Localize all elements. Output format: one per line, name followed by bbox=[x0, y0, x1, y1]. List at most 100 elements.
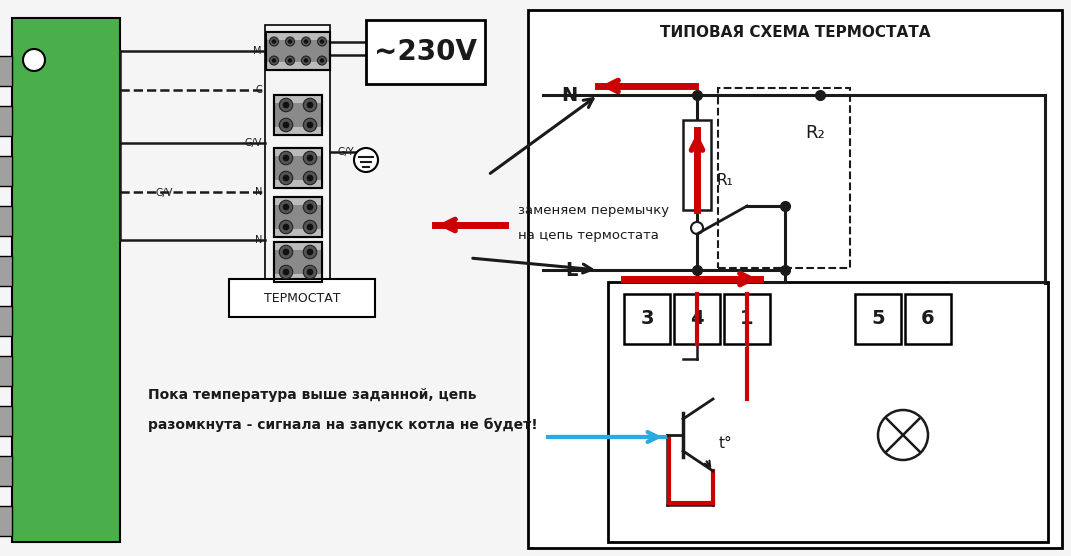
Circle shape bbox=[306, 175, 314, 181]
Text: N: N bbox=[255, 235, 262, 245]
Circle shape bbox=[288, 39, 292, 44]
Text: разомкнута - сигнала на запуск котла не будет!: разомкнута - сигнала на запуск котла не … bbox=[148, 418, 538, 432]
FancyBboxPatch shape bbox=[366, 20, 485, 84]
Circle shape bbox=[320, 39, 325, 44]
Circle shape bbox=[355, 148, 378, 172]
Circle shape bbox=[283, 269, 289, 275]
Bar bbox=[274, 274, 322, 282]
Bar bbox=[274, 242, 322, 282]
Text: N: N bbox=[562, 86, 578, 105]
Text: ТИПОВАЯ СХЕМА ТЕРМОСТАТА: ТИПОВАЯ СХЕМА ТЕРМОСТАТА bbox=[660, 24, 931, 39]
Polygon shape bbox=[12, 18, 120, 542]
FancyBboxPatch shape bbox=[229, 279, 375, 317]
Polygon shape bbox=[0, 406, 12, 436]
Bar bbox=[274, 95, 322, 103]
Circle shape bbox=[304, 58, 308, 63]
Text: G/Y: G/Y bbox=[338, 147, 355, 157]
Circle shape bbox=[303, 265, 317, 279]
Circle shape bbox=[306, 102, 314, 108]
Bar bbox=[266, 62, 330, 70]
Bar bbox=[274, 197, 322, 237]
Text: ТЕРМОСТАТ: ТЕРМОСТАТ bbox=[263, 291, 341, 305]
Text: M: M bbox=[254, 46, 262, 56]
Bar bbox=[266, 32, 330, 70]
Circle shape bbox=[283, 175, 289, 181]
Polygon shape bbox=[0, 506, 12, 536]
Polygon shape bbox=[0, 356, 12, 386]
Circle shape bbox=[306, 203, 314, 210]
Bar bbox=[274, 242, 322, 250]
Polygon shape bbox=[0, 256, 12, 286]
Text: на цепь термостата: на цепь термостата bbox=[518, 229, 659, 241]
Bar bbox=[718, 88, 850, 268]
Circle shape bbox=[283, 249, 289, 255]
Circle shape bbox=[283, 122, 289, 128]
Circle shape bbox=[303, 171, 317, 185]
Circle shape bbox=[302, 37, 311, 46]
Circle shape bbox=[878, 410, 927, 460]
Bar bbox=[528, 10, 1062, 548]
Circle shape bbox=[283, 203, 289, 210]
Polygon shape bbox=[0, 206, 12, 236]
Circle shape bbox=[317, 37, 327, 46]
Circle shape bbox=[303, 118, 317, 132]
Bar bbox=[905, 294, 951, 344]
Circle shape bbox=[288, 58, 292, 63]
Text: 6: 6 bbox=[921, 310, 935, 329]
Circle shape bbox=[306, 249, 314, 255]
Bar bbox=[266, 32, 330, 39]
Circle shape bbox=[317, 56, 327, 65]
Circle shape bbox=[270, 37, 278, 46]
Text: R₁: R₁ bbox=[716, 172, 734, 187]
Circle shape bbox=[303, 200, 317, 214]
Text: L: L bbox=[565, 261, 578, 280]
Bar bbox=[855, 294, 901, 344]
Circle shape bbox=[283, 224, 289, 230]
Polygon shape bbox=[0, 156, 12, 186]
Circle shape bbox=[280, 265, 292, 279]
Bar bbox=[274, 197, 322, 205]
Circle shape bbox=[280, 151, 292, 165]
Bar bbox=[683, 120, 711, 210]
Bar bbox=[274, 148, 322, 188]
Circle shape bbox=[303, 98, 317, 112]
Circle shape bbox=[302, 56, 311, 65]
Circle shape bbox=[303, 220, 317, 234]
Text: t°: t° bbox=[719, 435, 733, 450]
Bar bbox=[274, 242, 322, 282]
Circle shape bbox=[306, 269, 314, 275]
Bar bbox=[266, 32, 330, 70]
Circle shape bbox=[304, 39, 308, 44]
Bar bbox=[274, 229, 322, 237]
Circle shape bbox=[306, 224, 314, 230]
Bar bbox=[274, 95, 322, 135]
Text: 4: 4 bbox=[690, 310, 704, 329]
Text: 1: 1 bbox=[740, 310, 754, 329]
Circle shape bbox=[306, 155, 314, 161]
Bar bbox=[274, 148, 322, 156]
Text: G/V: G/V bbox=[244, 138, 262, 148]
Circle shape bbox=[283, 102, 289, 108]
Text: 5: 5 bbox=[871, 310, 885, 329]
Bar bbox=[274, 197, 322, 237]
Circle shape bbox=[280, 171, 292, 185]
Bar bbox=[674, 294, 720, 344]
Circle shape bbox=[283, 155, 289, 161]
Bar bbox=[274, 95, 322, 135]
Text: 3: 3 bbox=[640, 310, 653, 329]
Bar bbox=[265, 25, 330, 285]
Circle shape bbox=[22, 49, 45, 71]
Circle shape bbox=[303, 151, 317, 165]
Circle shape bbox=[280, 220, 292, 234]
Text: G/V: G/V bbox=[155, 188, 172, 198]
Circle shape bbox=[320, 58, 325, 63]
Polygon shape bbox=[0, 456, 12, 486]
Bar bbox=[274, 127, 322, 135]
Circle shape bbox=[280, 200, 292, 214]
Polygon shape bbox=[0, 56, 12, 86]
Circle shape bbox=[272, 39, 276, 44]
Bar bbox=[274, 180, 322, 188]
Circle shape bbox=[272, 58, 276, 63]
Circle shape bbox=[286, 56, 295, 65]
Circle shape bbox=[280, 245, 292, 259]
